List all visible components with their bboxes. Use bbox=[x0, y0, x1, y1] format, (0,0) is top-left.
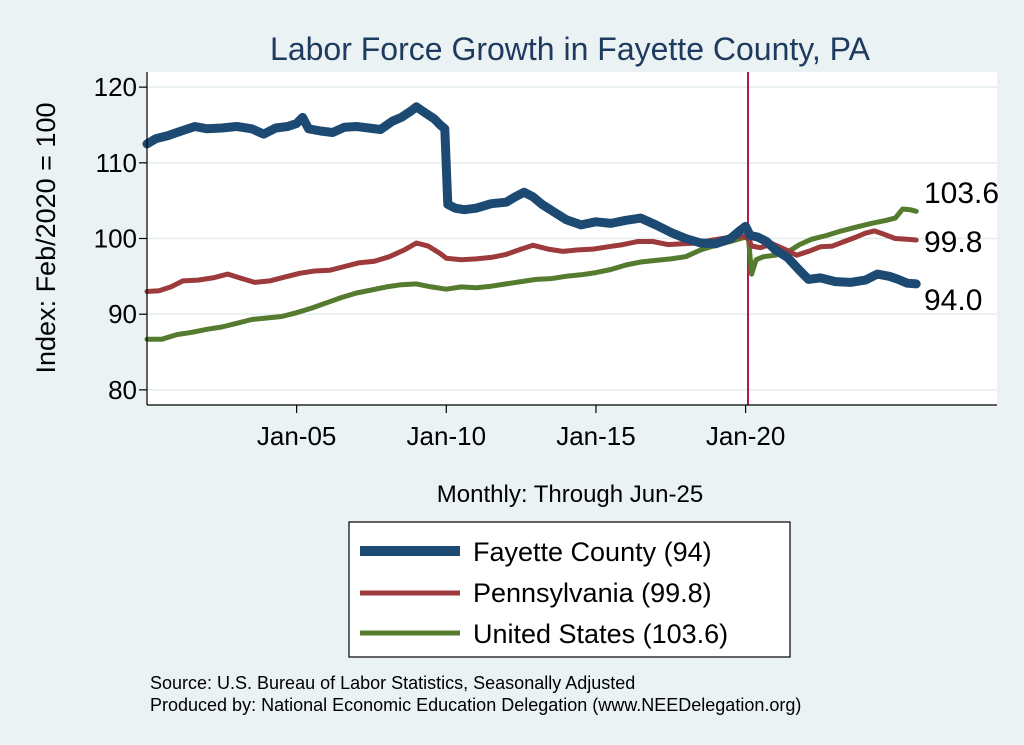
legend-label-fayette: Fayette County (94) bbox=[473, 537, 712, 567]
series-line-pennsylvania bbox=[144, 228, 919, 294]
source-note: Source: U.S. Bureau of Labor Statistics,… bbox=[150, 673, 635, 693]
end-label-united-states: 103.6 bbox=[924, 177, 999, 210]
legend-label-pennsylvania: Pennsylvania (99.8) bbox=[473, 578, 712, 608]
x-tick-label-Jan-10: Jan-10 bbox=[407, 421, 487, 451]
y-tick-label-120: 120 bbox=[94, 72, 137, 102]
x-tick-label-Jan-15: Jan-15 bbox=[556, 421, 636, 451]
y-ticks: 80 90 100 110 120 bbox=[94, 72, 147, 405]
x-ticks: Jan-05 Jan-10 Jan-15 Jan-20 bbox=[257, 405, 785, 451]
legend-label-united-states: United States (103.6) bbox=[473, 619, 728, 649]
y-tick-label-110: 110 bbox=[96, 148, 137, 178]
x-axis-label: Monthly: Through Jun-25 bbox=[437, 481, 703, 508]
series-line-fayette bbox=[142, 102, 921, 289]
end-label-pennsylvania: 99.8 bbox=[924, 226, 982, 259]
legend: Fayette County (94) Pennsylvania (99.8) … bbox=[348, 521, 791, 658]
series-line-united-states bbox=[144, 206, 919, 342]
series-group bbox=[142, 102, 921, 342]
end-label-fayette: 94.0 bbox=[924, 284, 982, 317]
chart-title: Labor Force Growth in Fayette County, PA bbox=[270, 31, 871, 67]
y-tick-label-100: 100 bbox=[94, 224, 137, 254]
x-tick-label-Jan-05: Jan-05 bbox=[257, 421, 337, 451]
end-labels: 94.0 99.8 103.6 bbox=[924, 177, 999, 317]
x-tick-label-Jan-20: Jan-20 bbox=[706, 421, 786, 451]
y-tick-label-90: 90 bbox=[108, 299, 137, 329]
y-axis-label: Index: Feb/2020 = 100 bbox=[31, 103, 61, 374]
produced-by-note: Produced by: National Economic Education… bbox=[150, 695, 801, 715]
y-tick-label-80: 80 bbox=[108, 375, 137, 405]
